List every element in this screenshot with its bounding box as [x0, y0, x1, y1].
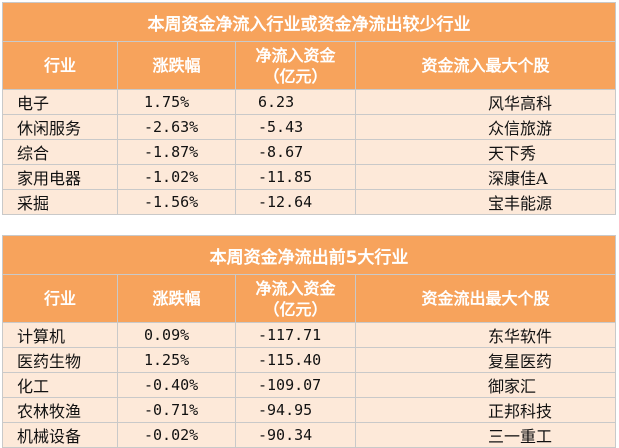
header-netflow-line2: （亿元） — [263, 299, 328, 319]
cell-industry: 医药生物 — [2, 347, 118, 373]
cell-top-stock: 宝丰能源 — [355, 189, 616, 215]
cell-industry: 机械设备 — [2, 422, 118, 448]
cell-top-stock: 三一重工 — [354, 422, 617, 448]
table-row: 家用电器 -1.02% -11.85 深康佳A — [2, 164, 616, 190]
header-change: 涨跌幅 — [117, 41, 236, 90]
cell-top-stock: 复星医药 — [354, 347, 617, 373]
header-change: 涨跌幅 — [117, 274, 236, 323]
cell-netflow: -115.40 — [235, 347, 356, 373]
inflow-title-row: 本周资金净流入行业或资金净流出较少行业 — [2, 2, 616, 42]
cell-change: -0.02% — [117, 422, 236, 448]
cell-change: -0.40% — [117, 372, 236, 398]
cell-top-stock: 天下秀 — [355, 139, 616, 165]
cell-netflow: -11.85 — [235, 164, 356, 190]
cell-netflow: -8.67 — [235, 139, 356, 165]
cell-netflow: -94.95 — [235, 397, 356, 423]
header-top-stock: 资金流出最大个股 — [354, 274, 617, 323]
inflow-table-block: 本周资金净流入行业或资金净流出较少行业 行业 涨跌幅 净流入资金 （亿元） 资金… — [2, 2, 616, 215]
inflow-header-row: 行业 涨跌幅 净流入资金 （亿元） 资金流入最大个股 — [2, 41, 616, 90]
cell-industry: 化工 — [2, 372, 118, 398]
cell-netflow: -109.07 — [235, 372, 356, 398]
cell-change: -2.63% — [117, 114, 236, 140]
cell-netflow: -5.43 — [235, 114, 356, 140]
header-top-stock: 资金流入最大个股 — [355, 41, 616, 90]
header-industry: 行业 — [2, 274, 118, 323]
cell-netflow: 6.23 — [235, 89, 356, 115]
table-row: 化工 -0.40% -109.07 御家汇 — [2, 372, 617, 398]
cell-top-stock: 御家汇 — [354, 372, 617, 398]
table-row: 农林牧渔 -0.71% -94.95 正邦科技 — [2, 397, 617, 423]
header-netflow: 净流入资金 （亿元） — [235, 41, 356, 90]
cell-top-stock: 正邦科技 — [354, 397, 617, 423]
outflow-table: 本周资金净流出前5大行业 行业 涨跌幅 净流入资金 （亿元） 资金流出最大个股 … — [1, 235, 617, 448]
table-row: 电子 1.75% 6.23 风华高科 — [2, 89, 616, 115]
cell-change: -1.56% — [117, 189, 236, 215]
table-row: 机械设备 -0.02% -90.34 三一重工 — [2, 422, 617, 448]
header-netflow: 净流入资金 （亿元） — [235, 274, 356, 323]
cell-netflow: -117.71 — [235, 322, 356, 348]
cell-netflow: -12.64 — [235, 189, 356, 215]
cell-industry: 家用电器 — [2, 164, 118, 190]
inflow-table-title: 本周资金净流入行业或资金净流出较少行业 — [2, 2, 616, 42]
table-row: 计算机 0.09% -117.71 东华软件 — [2, 322, 617, 348]
cell-change: -1.02% — [117, 164, 236, 190]
cell-change: -1.87% — [117, 139, 236, 165]
cell-industry: 采掘 — [2, 189, 118, 215]
cell-change: 1.75% — [117, 89, 236, 115]
cell-top-stock: 深康佳A — [355, 164, 616, 190]
outflow-header-row: 行业 涨跌幅 净流入资金 （亿元） 资金流出最大个股 — [2, 274, 617, 323]
outflow-table-block: 本周资金净流出前5大行业 行业 涨跌幅 净流入资金 （亿元） 资金流出最大个股 … — [1, 235, 617, 448]
cell-industry: 计算机 — [2, 322, 118, 348]
table-row: 综合 -1.87% -8.67 天下秀 — [2, 139, 616, 165]
cell-change: -0.71% — [117, 397, 236, 423]
header-industry: 行业 — [2, 41, 118, 90]
cell-industry: 电子 — [2, 89, 118, 115]
cell-top-stock: 风华高科 — [355, 89, 616, 115]
cell-industry: 休闲服务 — [2, 114, 118, 140]
cell-industry: 农林牧渔 — [2, 397, 118, 423]
table-row: 采掘 -1.56% -12.64 宝丰能源 — [2, 189, 616, 215]
header-netflow-line1: 净流入资金 — [255, 45, 336, 65]
cell-change: 1.25% — [117, 347, 236, 373]
outflow-title-row: 本周资金净流出前5大行业 — [1, 235, 617, 275]
table-row: 医药生物 1.25% -115.40 复星医药 — [2, 347, 617, 373]
cell-top-stock: 东华软件 — [354, 322, 617, 348]
table-row: 休闲服务 -2.63% -5.43 众信旅游 — [2, 114, 616, 140]
cell-top-stock: 众信旅游 — [355, 114, 616, 140]
cell-industry: 综合 — [2, 139, 118, 165]
cell-change: 0.09% — [117, 322, 236, 348]
header-netflow-line1: 净流入资金 — [255, 278, 336, 298]
inflow-table: 本周资金净流入行业或资金净流出较少行业 行业 涨跌幅 净流入资金 （亿元） 资金… — [2, 2, 616, 215]
cell-netflow: -90.34 — [235, 422, 356, 448]
outflow-table-title: 本周资金净流出前5大行业 — [1, 235, 617, 275]
header-netflow-line2: （亿元） — [263, 66, 328, 86]
